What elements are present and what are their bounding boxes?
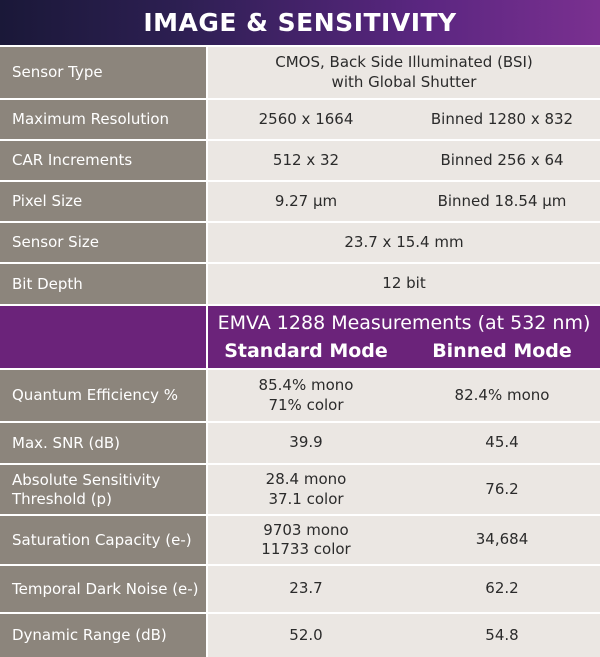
row-label-line: Absolute Sensitivity [12, 470, 161, 489]
row-value: 85.4% mono 71% color 82.4% mono [208, 370, 600, 421]
standard-value: 85.4% mono 71% color [208, 376, 404, 415]
row-value-text: 12 bit [382, 274, 426, 293]
row-label: Max. SNR (dB) [0, 423, 206, 463]
binned-value: 54.8 [485, 625, 519, 644]
standard-value-line: 71% color [268, 395, 344, 414]
row-value: 9.27 μm Binned 18.54 μm [208, 182, 600, 221]
spec-row-sensor-type: Sensor Type CMOS, Back Side Illuminated … [0, 47, 600, 98]
spec-row-sensor-size: Sensor Size 23.7 x 15.4 mm [0, 223, 600, 262]
emva-header-spacer [0, 306, 206, 368]
binned-value: Binned 256 x 64 [440, 150, 564, 169]
emva-header: EMVA 1288 Measurements (at 532 nm) Stand… [0, 306, 600, 368]
emva-title: EMVA 1288 Measurements (at 532 nm) [217, 312, 591, 334]
standard-value: 9703 mono 11733 color [208, 521, 404, 560]
row-value-line: CMOS, Back Side Illuminated (BSI) [275, 53, 533, 71]
row-value-text: 23.7 x 15.4 mm [344, 232, 464, 251]
emva-header-content: EMVA 1288 Measurements (at 532 nm) Stand… [208, 306, 600, 368]
binned-value: Binned 1280 x 832 [430, 109, 574, 128]
standard-value-line: 85.4% mono [258, 376, 354, 394]
row-label: Dynamic Range (dB) [0, 614, 206, 657]
row-label-line: Threshold (p) [12, 489, 112, 508]
binned-value: 45.4 [485, 433, 519, 452]
spec-row-max-resolution: Maximum Resolution 2560 x 1664 Binned 12… [0, 100, 600, 139]
measurement-row-quantum-efficiency: Quantum Efficiency % 85.4% mono 71% colo… [0, 370, 600, 421]
row-value: 2560 x 1664 Binned 1280 x 832 [208, 100, 600, 139]
standard-value: 28.4 mono 37.1 color [208, 470, 404, 509]
row-label: Maximum Resolution [0, 100, 206, 139]
row-value: CMOS, Back Side Illuminated (BSI) with G… [208, 47, 600, 98]
standard-value-line: 37.1 color [268, 489, 344, 508]
standard-value-line: 28.4 mono [265, 470, 347, 488]
row-label: CAR Increments [0, 141, 206, 180]
binned-value: Binned 18.54 μm [437, 191, 567, 210]
row-value-line: with Global Shutter [331, 72, 477, 91]
spec-row-bit-depth: Bit Depth 12 bit [0, 264, 600, 304]
standard-value: 39.9 [289, 433, 323, 452]
row-value: 23.7 x 15.4 mm [208, 223, 600, 262]
row-label: Saturation Capacity (e-) [0, 516, 206, 564]
row-value: 9703 mono 11733 color 34,684 [208, 516, 600, 564]
binned-value: 82.4% mono [454, 385, 550, 404]
row-value: 23.7 62.2 [208, 566, 600, 612]
row-label: Absolute Sensitivity Threshold (p) [0, 465, 206, 514]
binned-mode-header: Binned Mode [432, 340, 572, 362]
row-label: Sensor Size [0, 223, 206, 262]
measurement-row-dynamic-range: Dynamic Range (dB) 52.0 54.8 [0, 614, 600, 657]
row-label: Sensor Type [0, 47, 206, 98]
binned-value: 34,684 [475, 530, 529, 549]
row-label: Bit Depth [0, 264, 206, 304]
standard-value: 2560 x 1664 [258, 109, 354, 128]
measurement-row-absolute-sensitivity: Absolute Sensitivity Threshold (p) 28.4 … [0, 465, 600, 514]
standard-value: 52.0 [289, 625, 323, 644]
standard-value: 512 x 32 [272, 150, 340, 169]
binned-value: 76.2 [485, 479, 519, 498]
standard-value: 23.7 [289, 579, 323, 598]
standard-mode-header: Standard Mode [224, 340, 388, 362]
row-value: 39.9 45.4 [208, 423, 600, 463]
standard-value: 9.27 μm [274, 191, 338, 210]
row-value: 12 bit [208, 264, 600, 304]
measurement-row-temporal-dark-noise: Temporal Dark Noise (e-) 23.7 62.2 [0, 566, 600, 612]
binned-value: 62.2 [485, 579, 519, 598]
row-label: Quantum Efficiency % [0, 370, 206, 421]
measurement-row-saturation-capacity: Saturation Capacity (e-) 9703 mono 11733… [0, 516, 600, 564]
measurement-row-max-snr: Max. SNR (dB) 39.9 45.4 [0, 423, 600, 463]
spec-row-car-increments: CAR Increments 512 x 32 Binned 256 x 64 [0, 141, 600, 180]
row-value: 512 x 32 Binned 256 x 64 [208, 141, 600, 180]
spec-row-pixel-size: Pixel Size 9.27 μm Binned 18.54 μm [0, 182, 600, 221]
row-value: 52.0 54.8 [208, 614, 600, 657]
row-label: Temporal Dark Noise (e-) [0, 566, 206, 612]
row-value: 28.4 mono 37.1 color 76.2 [208, 465, 600, 514]
row-label: Pixel Size [0, 182, 206, 221]
standard-value-line: 11733 color [261, 540, 351, 558]
row-value-text: CMOS, Back Side Illuminated (BSI) with G… [208, 53, 600, 92]
standard-value-line: 9703 mono [263, 520, 349, 539]
section-title: IMAGE & SENSITIVITY [0, 0, 600, 45]
